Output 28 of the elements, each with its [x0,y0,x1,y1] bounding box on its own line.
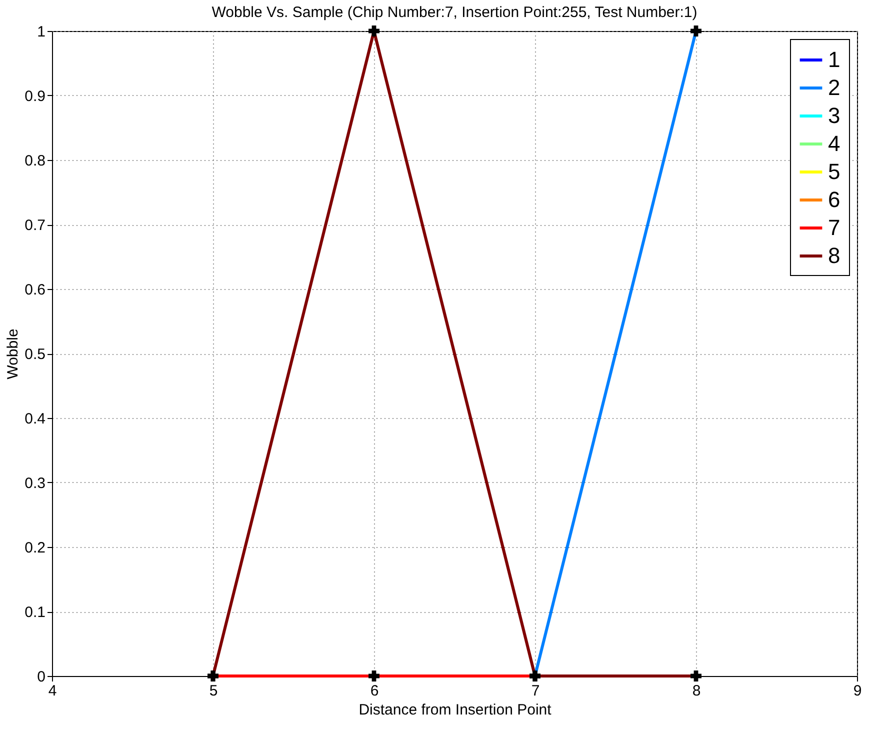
y-tick-label: 0.5 [24,346,46,363]
y-tick-label: 0.6 [24,282,46,298]
legend-label: 4 [828,131,840,156]
legend-label: 7 [828,215,840,240]
legend-label: 3 [828,103,840,128]
y-tick-label: 0.2 [24,540,46,556]
x-tick-label: 5 [209,682,218,700]
legend-label: 2 [828,75,840,100]
y-tick-label: 0.3 [24,475,46,492]
legend-label: 5 [828,159,840,184]
legend-label: 1 [828,47,840,72]
y-axis-title: Wobble [4,328,22,380]
y-tick-label: 0.8 [24,152,46,170]
y-tick-label: 0.7 [24,217,46,234]
y-tick-label: 1 [37,24,46,40]
y-tick-label: 0 [37,668,46,686]
x-tick-label: 8 [692,682,701,700]
legend-label: 8 [828,243,840,268]
x-tick-label: 7 [531,682,540,700]
x-tick-label: 4 [48,682,57,700]
chart-title: Wobble Vs. Sample (Chip Number:7, Insertion Point:255, Test Number:1) [212,4,698,21]
x-axis-title: Distance from Insertion Point [358,702,552,718]
x-tick-label: 9 [853,682,862,700]
y-tick-label: 0.4 [24,410,46,428]
y-tick-label: 0.9 [24,88,46,105]
legend-label: 6 [828,187,840,212]
y-tick-label: 0.1 [24,604,46,621]
x-tick-label: 6 [370,682,379,700]
